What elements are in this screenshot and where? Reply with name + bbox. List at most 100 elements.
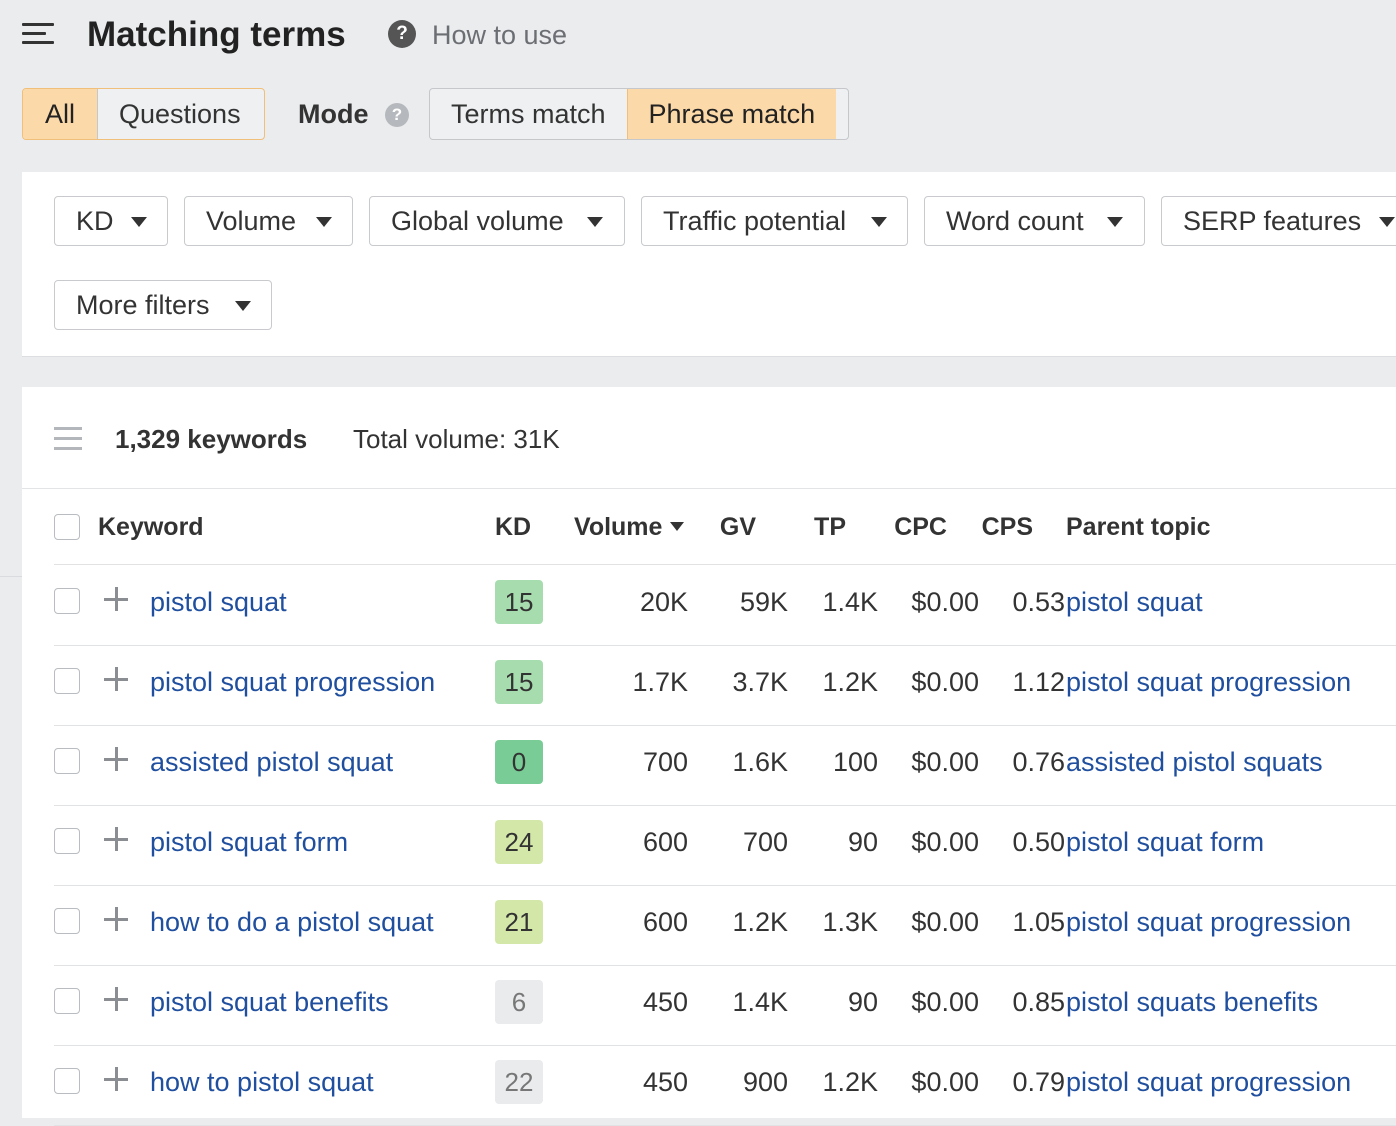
menu-icon[interactable] (22, 22, 54, 46)
keyword-link[interactable]: how to pistol squat (150, 1067, 374, 1097)
cps-value: 0.76 (1012, 747, 1065, 777)
keywords-table-panel: 1,329 keywords Total volume: 31K Keyword… (22, 387, 1396, 1126)
cps-value: 1.12 (1012, 667, 1065, 697)
parent-topic-link[interactable]: pistol squat progression (1066, 907, 1352, 937)
row-checkbox[interactable] (54, 588, 80, 614)
traffic-potential-filter-button[interactable]: Traffic potential (641, 196, 908, 246)
tp-value: 1.4K (822, 587, 878, 617)
keyword-link[interactable]: how to do a pistol squat (150, 907, 434, 937)
row-checkbox[interactable] (54, 748, 80, 774)
add-icon[interactable] (102, 985, 130, 1013)
mode-toggle: Terms match Phrase match (429, 88, 849, 140)
global-volume-filter-button[interactable]: Global volume (369, 196, 625, 246)
divider (22, 488, 1396, 489)
terms-match-button[interactable]: Terms match (451, 99, 606, 129)
cpc-value: $0.00 (911, 827, 979, 857)
page-title: Matching terms (87, 15, 346, 54)
keyword-link[interactable]: pistol squat benefits (150, 987, 389, 1017)
tab-questions[interactable]: Questions (97, 89, 262, 139)
divider (0, 576, 22, 577)
serp-features-filter-button[interactable]: SERP features (1161, 196, 1396, 246)
cps-value: 0.50 (1012, 827, 1065, 857)
col-parent-topic[interactable]: Parent topic (1066, 513, 1211, 541)
table-row: how to pistol squat 22 450 900 1.2K $0.0… (54, 1045, 1396, 1126)
parent-topic-link[interactable]: pistol squat progression (1066, 1067, 1352, 1097)
row-checkbox[interactable] (54, 1068, 80, 1094)
phrase-match-button[interactable]: Phrase match (626, 89, 837, 139)
keyword-count: 1,329 keywords (115, 424, 308, 454)
col-volume[interactable]: Volume (574, 511, 685, 543)
kd-filter-button[interactable]: KD (54, 196, 168, 246)
gv-value: 1.2K (732, 907, 788, 937)
gv-value: 900 (742, 1067, 788, 1097)
col-cps[interactable]: CPS (981, 513, 1033, 541)
divider (54, 564, 1396, 565)
parent-topic-link[interactable]: pistol squat progression (1066, 667, 1352, 697)
volume-value: 450 (642, 987, 688, 1017)
col-volume-label: Volume (574, 513, 663, 541)
gv-value: 3.7K (732, 667, 788, 697)
cps-value: 0.53 (1012, 587, 1065, 617)
add-icon[interactable] (102, 665, 130, 693)
question-circle-icon[interactable]: ? (388, 20, 416, 48)
volume-filter-button[interactable]: Volume (184, 196, 353, 246)
table-row: pistol squat form 24 600 700 90 $0.00 0.… (54, 805, 1396, 886)
serp-features-filter-label: SERP features (1183, 206, 1362, 236)
tp-value: 90 (847, 827, 878, 857)
volume-filter-label: Volume (206, 206, 297, 236)
caret-down-icon (587, 217, 603, 227)
row-checkbox[interactable] (54, 668, 80, 694)
keyword-link[interactable]: assisted pistol squat (150, 747, 394, 777)
traffic-potential-filter-label: Traffic potential (663, 206, 847, 236)
table-row: pistol squat 15 20K 59K 1.4K $0.00 0.53 … (54, 565, 1396, 646)
row-checkbox[interactable] (54, 988, 80, 1014)
add-icon[interactable] (102, 1065, 130, 1093)
more-filters-button[interactable]: More filters (54, 280, 272, 330)
mode-help-icon[interactable]: ? (385, 103, 409, 127)
word-count-filter-button[interactable]: Word count (924, 196, 1145, 246)
add-icon[interactable] (102, 745, 130, 773)
keyword-link[interactable]: pistol squat form (150, 827, 349, 857)
word-count-filter-label: Word count (946, 206, 1084, 236)
add-icon[interactable] (102, 585, 130, 613)
cpc-value: $0.00 (911, 987, 979, 1017)
volume-value: 450 (642, 1067, 688, 1097)
tp-value: 1.2K (822, 667, 878, 697)
columns-menu-icon[interactable] (54, 427, 82, 451)
cpc-value: $0.00 (911, 667, 979, 697)
how-to-use-link[interactable]: How to use (432, 20, 568, 50)
volume-value: 20K (639, 587, 688, 617)
tab-all[interactable]: All (23, 89, 97, 139)
col-kd[interactable]: KD (495, 513, 532, 541)
gv-value: 700 (742, 827, 788, 857)
cpc-value: $0.00 (911, 747, 979, 777)
cpc-value: $0.00 (911, 587, 979, 617)
kd-badge: 15 (495, 660, 543, 704)
global-volume-filter-label: Global volume (391, 206, 564, 236)
table-row: assisted pistol squat 0 700 1.6K 100 $0.… (54, 725, 1396, 806)
add-icon[interactable] (102, 905, 130, 933)
caret-down-icon (1379, 217, 1395, 227)
col-keyword[interactable]: Keyword (98, 513, 204, 541)
volume-value: 700 (642, 747, 688, 777)
col-cpc[interactable]: CPC (894, 513, 947, 541)
row-checkbox[interactable] (54, 828, 80, 854)
sort-desc-icon (670, 522, 685, 532)
row-checkbox[interactable] (54, 908, 80, 934)
parent-topic-link[interactable]: pistol squats benefits (1066, 987, 1319, 1017)
table-row: pistol squat progression 15 1.7K 3.7K 1.… (54, 645, 1396, 726)
add-icon[interactable] (102, 825, 130, 853)
keyword-link[interactable]: pistol squat progression (150, 667, 436, 697)
col-tp[interactable]: TP (814, 513, 846, 541)
parent-topic-link[interactable]: pistol squat (1066, 587, 1203, 617)
tp-value: 1.2K (822, 1067, 878, 1097)
volume-value: 600 (642, 827, 688, 857)
parent-topic-link[interactable]: pistol squat form (1066, 827, 1265, 857)
keyword-link[interactable]: pistol squat (150, 587, 287, 617)
col-gv[interactable]: GV (719, 513, 756, 541)
select-all-checkbox[interactable] (54, 514, 80, 540)
volume-value: 600 (642, 907, 688, 937)
parent-topic-link[interactable]: assisted pistol squats (1066, 747, 1323, 777)
caret-down-icon (871, 217, 887, 227)
volume-value: 1.7K (632, 667, 688, 697)
